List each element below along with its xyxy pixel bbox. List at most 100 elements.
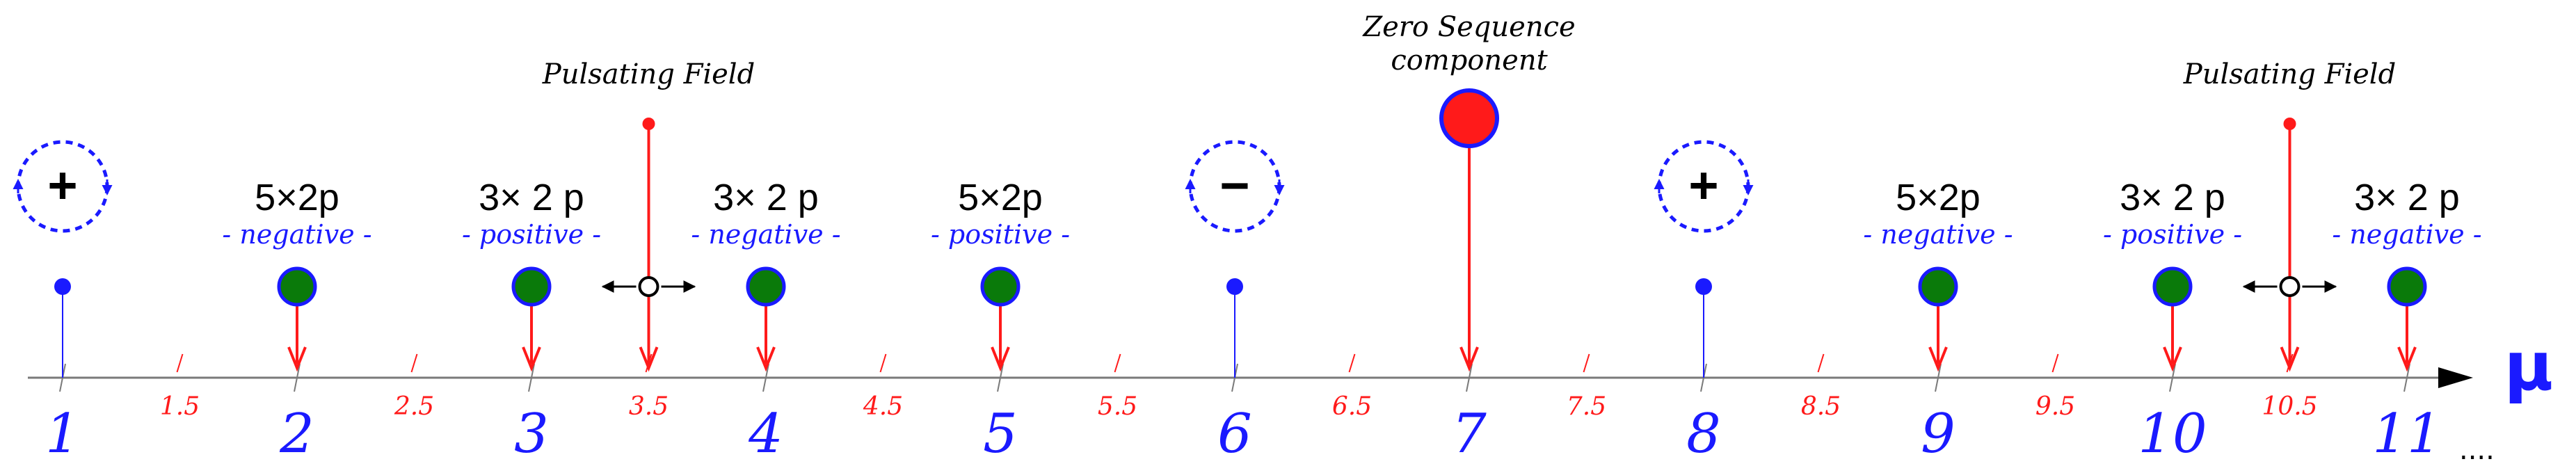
harmonic-formula: 5×2p (1896, 177, 1981, 218)
harmonic-circle (1918, 266, 1958, 307)
down-arrow-icon (1928, 346, 1948, 372)
zero-sequence-circle (1439, 88, 1499, 148)
major-tick-label: 1 (45, 403, 80, 465)
rotation-sign: − (1219, 157, 1249, 214)
harmonic-component: 3× 2 p- negative - (2332, 177, 2482, 372)
harmonic-sequence: - negative - (1863, 219, 2013, 250)
down-arrow-icon (639, 346, 659, 372)
harmonic-formula: 3× 2 p (2120, 177, 2225, 218)
minor-tick (410, 353, 418, 373)
down-arrow-icon (2163, 346, 2182, 372)
minor-tick-label: 2.5 (394, 392, 434, 421)
minor-tick-label: 3.5 (629, 392, 669, 421)
minor-tick (879, 353, 887, 373)
major-tick (2169, 363, 2176, 392)
harmonic-formula: 5×2p (255, 177, 339, 218)
down-arrow-icon (287, 346, 307, 372)
harmonic-component: 5×2p- negative - (222, 177, 372, 372)
major-tick-label: 4 (748, 403, 783, 465)
major-tick (997, 363, 1004, 392)
harmonic-circle (2152, 266, 2193, 307)
down-arrow-icon (1459, 346, 1479, 372)
harmonic-circle (980, 266, 1021, 307)
minor-tick (2051, 353, 2059, 373)
down-arrow-icon (2397, 346, 2417, 372)
harmonic-circle (2387, 266, 2427, 307)
harmonic-component: 5×2p- negative - (1863, 177, 2013, 372)
harmonic-component: 3× 2 p- positive - (2103, 177, 2242, 372)
minor-tick-label: 1.5 (160, 392, 200, 421)
harmonic-component: 3× 2 p- negative - (691, 177, 841, 372)
axis-arrowhead (2438, 367, 2473, 388)
harmonic-formula: 5×2p (958, 177, 1043, 218)
down-arrow-icon (522, 346, 541, 372)
minor-tick (1114, 353, 1121, 373)
rotation-sign: + (1688, 157, 1718, 214)
major-tick-label: 6 (1217, 403, 1252, 465)
minor-tick (1583, 353, 1590, 373)
rotating-field-dot (54, 278, 71, 295)
major-tick (528, 363, 535, 392)
minor-tick-label: 9.5 (2035, 392, 2075, 421)
minor-tick (176, 353, 184, 373)
rotating-field-dot (1695, 278, 1712, 295)
major-tick (2403, 363, 2410, 392)
pulsating-top-dot (642, 118, 655, 130)
major-tick-label: 11 (2372, 403, 2441, 465)
minor-tick-label: 6.5 (1332, 392, 1372, 421)
harmonic-sequence: - positive - (931, 219, 1070, 250)
minor-tick-label: 8.5 (1801, 392, 1841, 421)
harmonic-formula: 3× 2 p (713, 177, 819, 218)
minor-tick-label: 5.5 (1098, 392, 1137, 421)
major-tick-label: 3 (514, 403, 549, 465)
zero-sequence-label-2: component (1391, 45, 1548, 77)
harmonic-sequence: - positive - (462, 219, 601, 250)
rotating-field: − (1185, 140, 1285, 378)
harmonic-sequence: - negative - (691, 219, 840, 250)
minor-tick-label: 4.5 (863, 392, 903, 421)
major-tick-label: 10 (2138, 403, 2207, 465)
major-tick-label: 2 (279, 403, 314, 465)
major-tick-label: 9 (1921, 403, 1955, 465)
harmonic-sequence: - positive - (2103, 219, 2242, 250)
major-tick (762, 363, 769, 392)
harmonic-formula: 3× 2 p (479, 177, 584, 218)
major-tick (1466, 363, 1473, 392)
minor-tick-label: 10.5 (2262, 392, 2317, 421)
harmonic-formula: 3× 2 p (2354, 177, 2460, 218)
pulsating-label: Pulsating Field (542, 58, 755, 90)
harmonic-sequence: - negative - (222, 219, 371, 250)
down-arrow-icon (2280, 346, 2300, 372)
minor-tick-label: 7.5 (1567, 392, 1606, 421)
harmonic-component: 3× 2 p- positive - (462, 177, 601, 372)
rotation-sign: + (47, 157, 77, 214)
harmonic-circle (746, 266, 786, 307)
major-tick-label: 7 (1452, 403, 1487, 465)
rotating-field: + (1654, 140, 1754, 378)
minor-tick (1348, 353, 1356, 373)
major-tick-label: 5 (983, 403, 1018, 465)
harmonic-component: 5×2p- positive - (931, 177, 1070, 372)
harmonic-circle (511, 266, 552, 307)
major-tick (294, 363, 301, 392)
pulsating-circle (2279, 276, 2301, 297)
harmonic-sequence: - negative - (2332, 219, 2481, 250)
major-tick (1935, 363, 1942, 392)
rotating-field-dot (1226, 278, 1243, 295)
pulsating-field: Pulsating Field (2183, 58, 2396, 372)
harmonic-circle (277, 266, 317, 307)
axis-ellipsis: .... (2459, 434, 2495, 466)
pulsating-label: Pulsating Field (2183, 58, 2396, 90)
down-arrow-icon (991, 346, 1010, 372)
axis-symbol: μ (2504, 328, 2554, 406)
zero-sequence-label-1: Zero Sequence (1361, 11, 1575, 43)
pulsating-top-dot (2283, 118, 2296, 130)
pulsating-circle (638, 276, 659, 297)
pulsating-field: Pulsating Field (542, 58, 755, 372)
rotating-field: + (13, 140, 113, 378)
minor-tick (1817, 353, 1825, 373)
major-tick-label: 8 (1686, 403, 1721, 465)
